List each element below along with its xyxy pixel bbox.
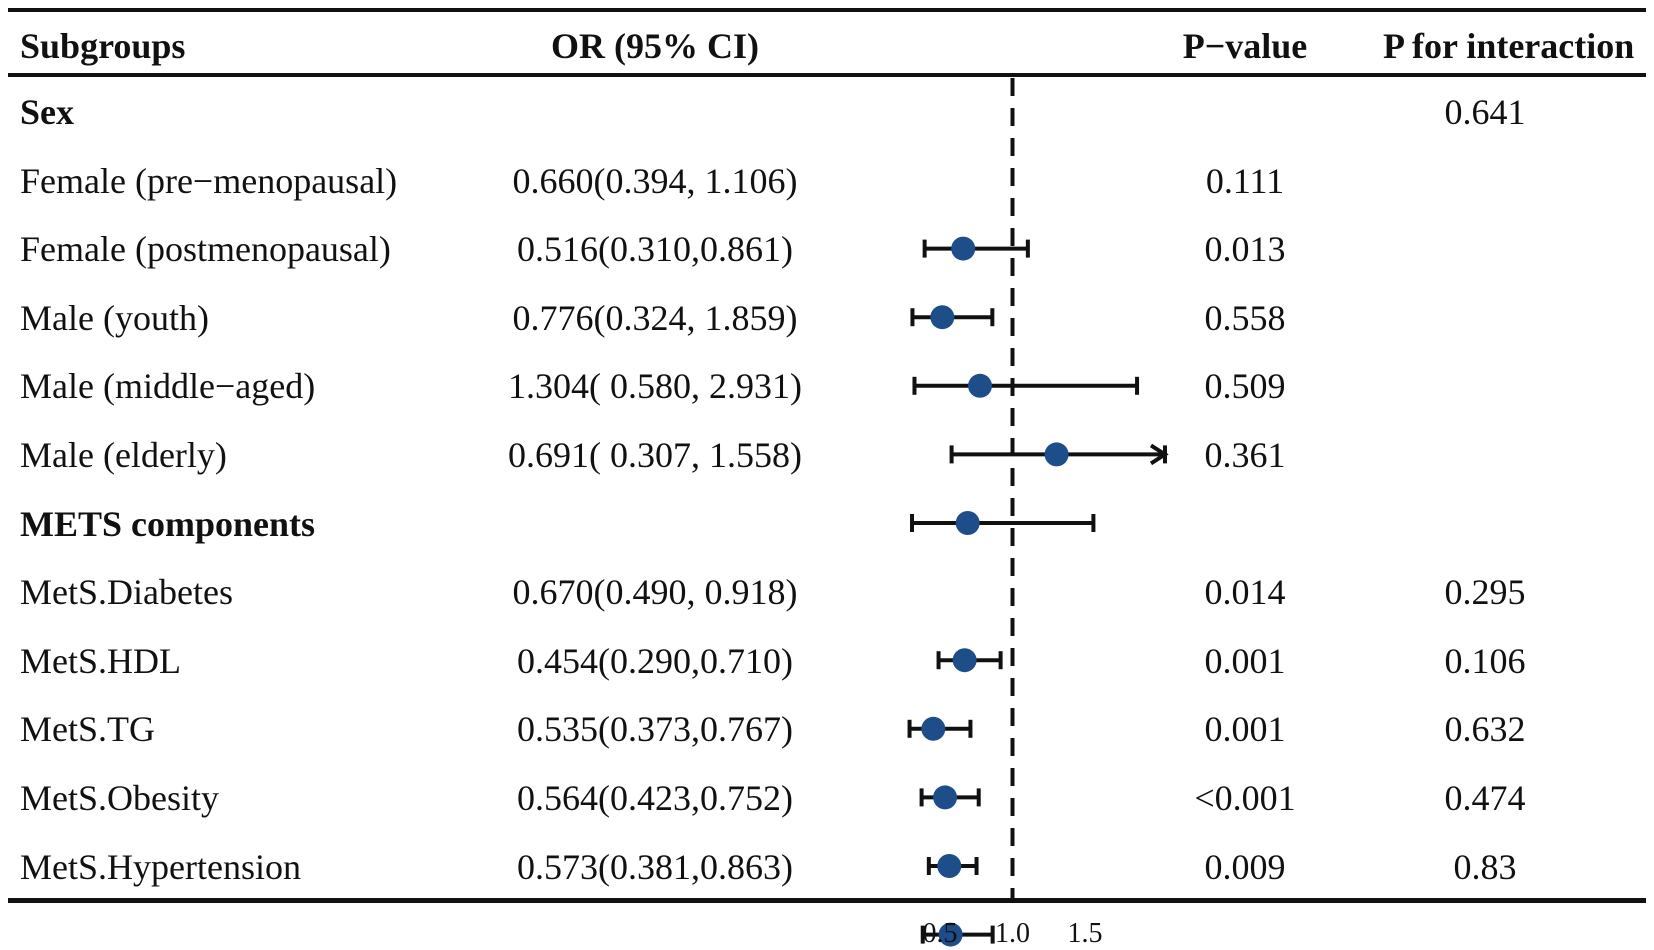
row-label: Female (postmenopausal) — [20, 229, 391, 270]
or-point — [1044, 442, 1069, 467]
bottom-rule — [8, 898, 1646, 903]
section-label: METS components — [20, 503, 316, 544]
p-value: <0.001 — [1194, 778, 1296, 818]
or-ci-text: 1.304( 0.580, 2.931) — [508, 366, 802, 407]
p-value: 0.014 — [1204, 572, 1286, 613]
x-tick-label: 1.0 — [995, 918, 1030, 949]
or-point — [938, 922, 963, 947]
or-ci-text: 0.691( 0.307, 1.558) — [508, 435, 802, 475]
row-label: MetS.Obesity — [20, 778, 220, 818]
p-value: 0.009 — [1204, 846, 1286, 887]
p-interaction: 0.474 — [1444, 778, 1526, 818]
p-value: 0.001 — [1204, 640, 1286, 681]
row-label: Male (youth) — [20, 297, 209, 338]
or-ci-text: 0.564(0.423,0.752) — [517, 778, 793, 818]
header-p-interaction: P for interaction — [1383, 26, 1635, 66]
or-point — [955, 511, 980, 535]
p-value: 0.111 — [1205, 160, 1285, 201]
p-interaction: 0.106 — [1444, 640, 1526, 681]
row-label: Male (middle−aged) — [20, 366, 316, 407]
header-or: OR (95% CI) — [551, 26, 759, 66]
header-rule — [8, 73, 1646, 77]
or-ci-text: 0.670(0.490, 0.918) — [512, 572, 798, 613]
or-ci-text: 0.535(0.373,0.767) — [517, 709, 793, 750]
row-label: MetS.Hypertension — [20, 846, 301, 887]
header-subgroups: Subgroups — [20, 26, 186, 66]
x-tick-label: 0.5 — [922, 918, 958, 949]
p-interaction: 0.295 — [1444, 572, 1526, 613]
p-interaction: 0.632 — [1444, 709, 1526, 750]
or-point — [952, 648, 977, 673]
or-ci-text: 0.516(0.310,0.861) — [517, 229, 793, 270]
section-label: Sex — [20, 92, 74, 132]
or-point — [930, 305, 955, 330]
row-label: MetS.Diabetes — [20, 572, 233, 613]
or-ci-text: 0.454(0.290,0.710) — [517, 640, 793, 681]
p-value: 0.001 — [1204, 709, 1286, 750]
row-label: MetS.HDL — [20, 640, 181, 681]
row-label: MetS.TG — [20, 709, 155, 750]
p-interaction: 0.83 — [1453, 846, 1517, 887]
top-rule — [8, 8, 1646, 12]
x-tick-label: 1.5 — [1067, 918, 1103, 949]
p-value: 0.361 — [1204, 435, 1286, 475]
row-label: Male (elderly) — [20, 435, 227, 475]
row-label: Female (pre−menopausal) — [20, 160, 398, 201]
or-ci-text: 0.573(0.381,0.863) — [517, 846, 793, 887]
p-value: 0.509 — [1204, 366, 1286, 407]
or-ci-text: 0.660(0.394, 1.106) — [512, 160, 798, 201]
or-ci-text: 0.776(0.324, 1.859) — [512, 297, 798, 338]
header-pvalue: P−value — [1182, 26, 1308, 66]
p-value: 0.558 — [1204, 297, 1286, 338]
or-point — [933, 785, 958, 810]
or-point — [921, 716, 946, 741]
or-point — [937, 854, 962, 878]
p-value: 0.013 — [1204, 229, 1286, 270]
or-point — [968, 373, 993, 398]
p-interaction: 0.641 — [1444, 92, 1526, 132]
or-point — [951, 236, 976, 261]
